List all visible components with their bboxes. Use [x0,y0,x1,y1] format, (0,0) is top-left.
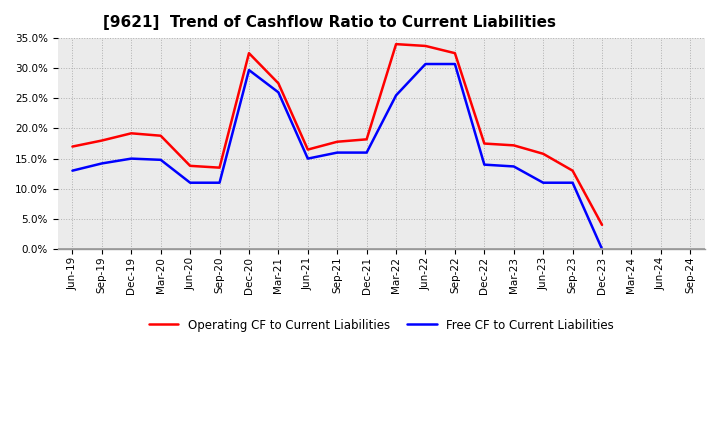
Line: Operating CF to Current Liabilities: Operating CF to Current Liabilities [73,44,602,225]
Free CF to Current Liabilities [568,180,577,185]
Operating CF to Current Liabilities [598,222,606,227]
Operating CF to Current Liabilities [568,168,577,173]
Operating CF to Current Liabilities [245,51,253,56]
Operating CF to Current Liabilities [421,43,430,48]
Operating CF to Current Liabilities [304,147,312,152]
Operating CF to Current Liabilities [274,81,283,86]
Free CF to Current Liabilities [274,90,283,95]
Free CF to Current Liabilities [451,61,459,66]
Free CF to Current Liabilities [127,156,135,161]
Operating CF to Current Liabilities [127,131,135,136]
Free CF to Current Liabilities [215,180,224,185]
Operating CF to Current Liabilities [362,137,371,142]
Operating CF to Current Liabilities [480,141,489,146]
Free CF to Current Liabilities [333,150,341,155]
Operating CF to Current Liabilities [392,41,400,47]
Operating CF to Current Liabilities [186,163,194,169]
Free CF to Current Liabilities [539,180,547,185]
Operating CF to Current Liabilities [510,143,518,148]
Free CF to Current Liabilities [362,150,371,155]
Operating CF to Current Liabilities [97,138,106,143]
Free CF to Current Liabilities [421,61,430,66]
Free CF to Current Liabilities [186,180,194,185]
Free CF to Current Liabilities [245,67,253,73]
Operating CF to Current Liabilities [451,51,459,56]
Operating CF to Current Liabilities [156,133,165,138]
Free CF to Current Liabilities [598,246,606,252]
Free CF to Current Liabilities [97,161,106,166]
Text: [9621]  Trend of Cashflow Ratio to Current Liabilities: [9621] Trend of Cashflow Ratio to Curren… [103,15,556,30]
Free CF to Current Liabilities [392,93,400,98]
Free CF to Current Liabilities [304,156,312,161]
Free CF to Current Liabilities [156,157,165,162]
Legend: Operating CF to Current Liabilities, Free CF to Current Liabilities: Operating CF to Current Liabilities, Fre… [144,314,618,337]
Free CF to Current Liabilities [480,162,489,167]
Free CF to Current Liabilities [510,164,518,169]
Line: Free CF to Current Liabilities: Free CF to Current Liabilities [73,64,602,249]
Free CF to Current Liabilities [68,168,77,173]
Operating CF to Current Liabilities [333,139,341,144]
Operating CF to Current Liabilities [215,165,224,170]
Operating CF to Current Liabilities [539,151,547,157]
Operating CF to Current Liabilities [68,144,77,149]
